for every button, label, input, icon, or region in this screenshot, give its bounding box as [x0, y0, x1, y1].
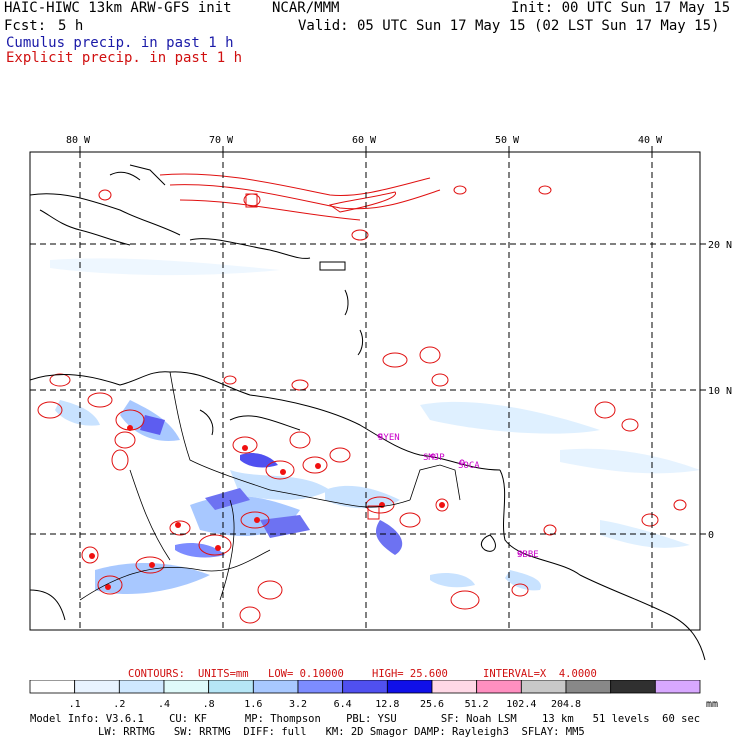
- lon-label-60w: 60 W: [352, 135, 377, 146]
- station-sbbe: SBBE: [517, 550, 539, 560]
- colorbar-label: .2: [113, 699, 125, 710]
- colorbar-swatch: [432, 680, 477, 693]
- lat-label-20n: 20 N: [708, 240, 732, 251]
- colorbar-swatch: [164, 680, 209, 693]
- contours-high: HIGH= 25.600: [372, 668, 448, 680]
- colorbar-label: 102.4: [506, 699, 536, 710]
- colorbar-swatch: [655, 680, 700, 693]
- colorbar-label: 51.2: [465, 699, 489, 710]
- cumulus-precip-patches: [50, 258, 700, 594]
- colorbar-label: .8: [203, 699, 215, 710]
- colorbar-swatch: [209, 680, 254, 693]
- colorbar-label: 12.8: [375, 699, 399, 710]
- contours-interval: INTERVAL=X 4.0000: [483, 668, 597, 680]
- model-info-line2: LW: RRTMG SW: RRTMG DIFF: full KM: 2D Sm…: [98, 726, 585, 738]
- colorbar-swatch: [521, 680, 566, 693]
- colorbar-swatch: [119, 680, 164, 693]
- lon-labels: 80 W 70 W 60 W 50 W 40 W: [66, 135, 663, 146]
- colorbar-swatch: [566, 680, 611, 693]
- colorbar-swatch: [611, 680, 656, 693]
- colorbar-label: .1: [69, 699, 81, 710]
- colorbar-swatch: [75, 680, 120, 693]
- contours-low: LOW= 0.10000: [268, 668, 344, 680]
- station-labels: SYEN SMJP SOCA SBBE: [378, 433, 539, 560]
- lon-label-70w: 70 W: [209, 135, 234, 146]
- lat-label-10n: 10 N: [708, 386, 732, 397]
- colorbar-swatch: [253, 680, 298, 693]
- colorbar-swatch: [477, 680, 522, 693]
- colorbar-label: 25.6: [420, 699, 444, 710]
- colorbar-label: .4: [158, 699, 170, 710]
- colorbar: .1 .2 .4 .8 1.6 3.2 6.4 12.8 25.6 51.2 102.4 204.8 m…: [0, 680, 740, 716]
- lon-label-50w: 50 W: [495, 135, 520, 146]
- station-smjp: SMJP: [423, 453, 445, 463]
- lon-label-80w: 80 W: [66, 135, 91, 146]
- lat-label-0: 0: [708, 530, 714, 541]
- lon-label-40w: 40 W: [638, 135, 663, 146]
- contours-units: UNITS=mm: [198, 668, 249, 680]
- colorbar-label: 204.8: [551, 699, 581, 710]
- colorbar-label: 3.2: [289, 699, 307, 710]
- colorbar-label: 6.4: [334, 699, 352, 710]
- precip-map: 80 W 70 W 60 W 50 W 40 W 20 N 10 N 0 SYE…: [0, 0, 740, 700]
- colorbar-unit: mm: [706, 699, 718, 710]
- map-frame: [30, 152, 700, 630]
- station-soca: SOCA: [458, 461, 480, 471]
- colorbar-label: 1.6: [244, 699, 262, 710]
- station-syen: SYEN: [378, 433, 400, 443]
- lat-labels: 20 N 10 N 0: [708, 240, 732, 541]
- colorbar-swatch: [387, 680, 432, 693]
- lat-lon-grid: [30, 152, 700, 630]
- colorbar-swatch: [30, 680, 75, 693]
- colorbar-swatch: [343, 680, 388, 693]
- contours-label: CONTOURS:: [128, 668, 185, 680]
- model-info-line1: Model Info: V3.6.1 CU: KF MP: Thompson P…: [30, 713, 700, 725]
- colorbar-swatch: [298, 680, 343, 693]
- explicit-precip-contours: [38, 174, 686, 623]
